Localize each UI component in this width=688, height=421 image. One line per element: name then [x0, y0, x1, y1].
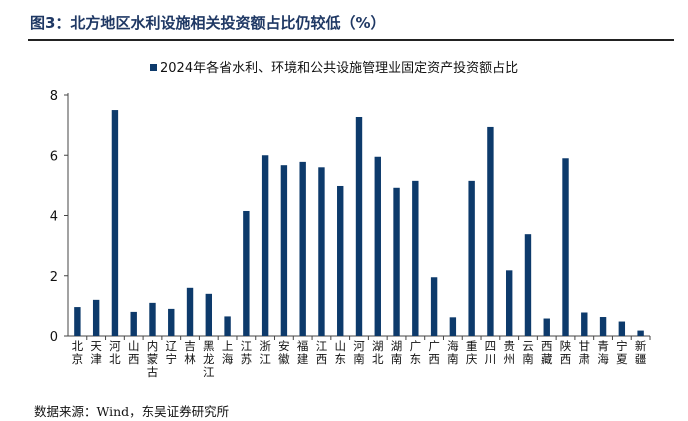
- y-tick-label: 4: [50, 210, 58, 225]
- x-tick-label: 河南: [353, 339, 365, 366]
- bar-陕西: [562, 158, 569, 336]
- bar-内蒙古: [149, 302, 156, 336]
- bar-西藏: [543, 318, 550, 336]
- bar-四川: [487, 126, 494, 337]
- x-tick-label: 新疆: [635, 339, 647, 366]
- x-tick-label: 湖北: [372, 339, 384, 366]
- x-tick-label: 内蒙古: [147, 339, 159, 379]
- y-tick-label: 6: [50, 149, 58, 164]
- bar-重庆: [468, 180, 475, 336]
- x-tick-label: 天津: [90, 339, 102, 366]
- x-tick-label: 广西: [428, 339, 440, 366]
- bar-新疆: [637, 330, 644, 336]
- bar-湖北: [374, 156, 381, 336]
- x-tick-label: 湖南: [391, 339, 403, 366]
- bar-广西: [430, 277, 438, 336]
- x-tick-label: 青海: [597, 339, 609, 366]
- x-tick-label: 甘肃: [579, 339, 591, 366]
- legend-swatch: [150, 64, 157, 71]
- x-tick-label: 重庆: [466, 339, 478, 366]
- x-tick-label: 云南: [522, 339, 534, 366]
- y-tick-label: 0: [50, 330, 58, 345]
- bar-河南: [355, 116, 363, 337]
- x-tick-label: 江苏: [241, 339, 253, 366]
- bar-河北: [111, 110, 119, 336]
- bar-福建: [299, 161, 306, 336]
- x-tick-label: 江西: [316, 339, 328, 366]
- x-tick-label: 黑龙江: [203, 339, 215, 379]
- bar-辽宁: [168, 308, 175, 336]
- bar-吉林: [186, 287, 194, 336]
- x-tick-label: 宁夏: [616, 339, 628, 366]
- x-tick-label: 海南: [447, 339, 459, 366]
- x-tick-label: 四川: [485, 339, 497, 366]
- bar-安徽: [280, 165, 288, 336]
- x-tick-label: 贵州: [503, 339, 515, 366]
- x-tick-label: 吉林: [184, 339, 196, 366]
- x-tick-label: 山东: [334, 339, 346, 366]
- bar-湖南: [393, 187, 400, 336]
- bar-云南: [524, 234, 532, 336]
- bar-浙江: [261, 155, 269, 336]
- x-tick-label: 浙江: [259, 339, 271, 366]
- x-tick-label: 西藏: [541, 339, 553, 366]
- bar-上海: [224, 316, 231, 336]
- bar-甘肃: [581, 312, 588, 336]
- source-note: 数据来源：Wind，东吴证券研究所: [34, 404, 230, 419]
- x-tick-label: 辽宁: [166, 339, 178, 366]
- bar-海南: [449, 317, 457, 336]
- bar-青海: [599, 317, 607, 336]
- x-tick-label: 福建: [297, 339, 309, 366]
- bar-江苏: [243, 210, 250, 336]
- y-tick-label: 2: [50, 270, 58, 285]
- x-tick-label: 北京: [72, 339, 84, 366]
- x-tick-label: 河北: [109, 339, 121, 366]
- x-tick-label: 上海: [222, 339, 234, 366]
- x-tick-label: 广东: [410, 339, 422, 366]
- bar-北京: [74, 307, 81, 336]
- x-tick-label: 陕西: [560, 339, 572, 366]
- bar-山西: [130, 311, 137, 336]
- x-tick-label: 山西: [128, 339, 140, 366]
- x-tick-label: 安徽: [278, 339, 290, 366]
- bar-贵州: [505, 270, 513, 336]
- y-tick-label: 8: [50, 89, 58, 104]
- bar-宁夏: [618, 321, 626, 336]
- title-divider: [28, 39, 674, 41]
- bar-江西: [318, 167, 325, 336]
- bar-山东: [337, 185, 344, 336]
- legend-label: 2024年各省水利、环境和公共设施管理业固定资产投资额占比: [160, 61, 519, 76]
- bar-广东: [412, 180, 419, 336]
- chart-title: 图3：北方地区水利设施相关投资额占比仍较低（%）: [30, 14, 386, 32]
- legend: 2024年各省水利、环境和公共设施管理业固定资产投资额占比: [150, 57, 518, 76]
- bar-黑龙江: [205, 293, 213, 336]
- bar-天津: [92, 299, 100, 336]
